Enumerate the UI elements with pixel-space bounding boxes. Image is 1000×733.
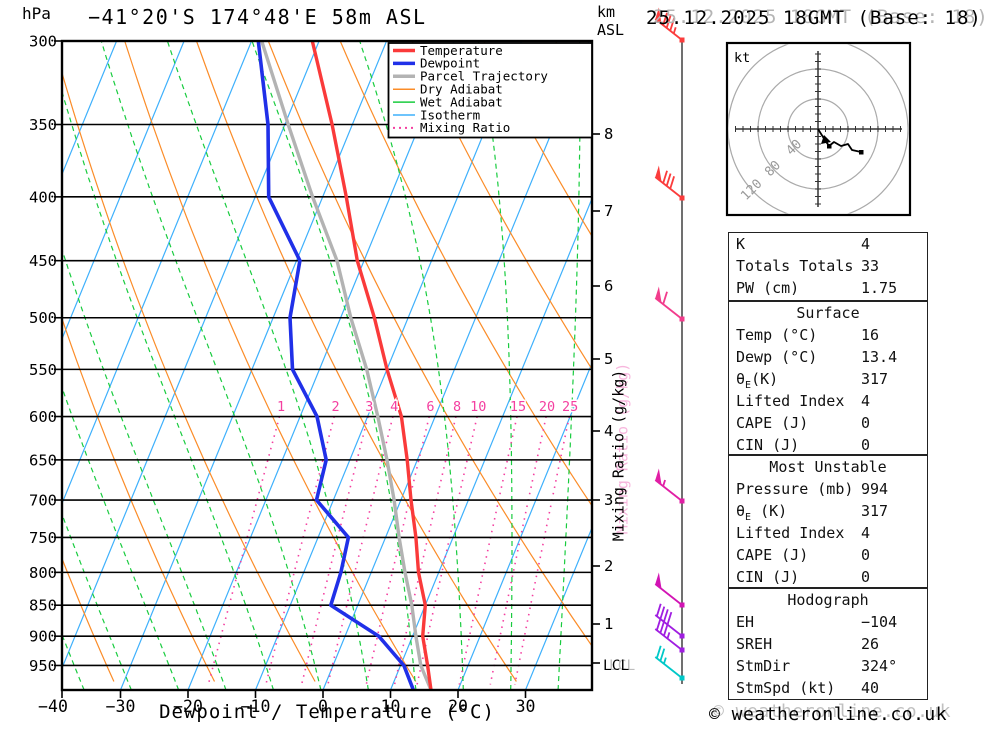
table-row: CAPE (J) 0 bbox=[736, 414, 871, 432]
svg-text:5: 5 bbox=[604, 350, 613, 368]
date-title-ghost: 25.12.2025 18GMT (Base: 18) bbox=[653, 6, 989, 28]
svg-text:8: 8 bbox=[604, 125, 613, 143]
svg-text:10: 10 bbox=[470, 399, 486, 415]
altitude-unit-asl-label: ASL bbox=[597, 21, 625, 39]
svg-text:7: 7 bbox=[604, 202, 613, 220]
svg-text:300: 300 bbox=[29, 33, 57, 51]
table-row: Temp (°C) 16 bbox=[736, 326, 880, 344]
svg-text:3: 3 bbox=[604, 491, 613, 509]
svg-text:950: 950 bbox=[29, 657, 57, 675]
axis-labels: 3003504004505005506006507007508008509009… bbox=[29, 33, 613, 717]
svg-text:650: 650 bbox=[29, 451, 57, 469]
sounding-curves bbox=[256, 41, 433, 690]
svg-text:20: 20 bbox=[539, 399, 555, 415]
svg-text:10: 10 bbox=[381, 697, 401, 716]
altitude-unit-km-label: km bbox=[597, 3, 616, 21]
svg-text:4: 4 bbox=[604, 422, 613, 440]
table-row: CIN (J) 0 bbox=[736, 568, 871, 586]
table-row: θE(K) 317 bbox=[736, 370, 889, 391]
svg-text:Parcel Trajectory: Parcel Trajectory bbox=[420, 69, 548, 84]
background-grid bbox=[62, 41, 592, 690]
mixing-ratio-axis-label: Mixing Ratio (g/kg) bbox=[609, 369, 628, 542]
svg-text:1: 1 bbox=[604, 615, 613, 633]
svg-text:800: 800 bbox=[29, 564, 57, 582]
lcl-marker: LCL bbox=[603, 658, 630, 674]
table-row: CIN (J) 0 bbox=[736, 436, 871, 454]
mixing-ratio-value-labels: 1 2 3 4 6 8 10 15 20 25 bbox=[275, 398, 579, 417]
pressure-gridlines bbox=[62, 123, 592, 667]
svg-text:600: 600 bbox=[29, 408, 57, 426]
stats-table-section: Most Unstable Pressure (mb) 994 θE (K) 317 Li… bbox=[728, 455, 928, 588]
svg-text:550: 550 bbox=[29, 361, 57, 379]
svg-text:−10: −10 bbox=[241, 697, 271, 716]
table-row: StmSpd (kt) 40 bbox=[736, 679, 880, 697]
table-section-title: Most Unstable bbox=[769, 458, 887, 476]
table-row: Dewp (°C) 13.4 bbox=[736, 348, 898, 366]
svg-text:350: 350 bbox=[29, 116, 57, 134]
svg-text:850: 850 bbox=[29, 597, 57, 615]
svg-text:Temperature: Temperature bbox=[420, 43, 503, 58]
table-row: Totals Totals 33 bbox=[736, 257, 880, 275]
table-row: SREH 26 bbox=[736, 635, 880, 653]
svg-text:400: 400 bbox=[29, 188, 57, 206]
table-row: PW (cm) 1.75 bbox=[736, 279, 898, 297]
svg-text:25: 25 bbox=[562, 399, 578, 415]
svg-text:−20: −20 bbox=[173, 697, 203, 716]
svg-text:−40: −40 bbox=[38, 697, 68, 716]
svg-text:Mixing Ratio: Mixing Ratio bbox=[420, 120, 510, 135]
table-row: Pressure (mb) 994 bbox=[736, 480, 889, 498]
svg-text:kt: kt bbox=[734, 50, 750, 66]
station-title: −41°20'S 174°48'E 58m ASL bbox=[88, 5, 427, 29]
svg-text:450: 450 bbox=[29, 252, 57, 270]
table-row: Lifted Index 4 bbox=[736, 392, 871, 410]
copyright: © weatheronline.co.uk bbox=[709, 704, 948, 725]
table-section-title: Hodograph bbox=[787, 591, 869, 609]
svg-text:Isotherm: Isotherm bbox=[420, 107, 480, 122]
svg-text:8: 8 bbox=[453, 399, 461, 415]
copyright-ghost: © weatheronline.co.uk bbox=[713, 701, 952, 722]
svg-text:3: 3 bbox=[365, 399, 373, 415]
svg-text:1: 1 bbox=[277, 399, 285, 415]
svg-text:30: 30 bbox=[516, 697, 536, 716]
svg-text:4: 4 bbox=[390, 399, 398, 415]
stats-table-section: Surface Temp (°C) 16 Dewp (°C) 13.4 θE(K) 317 L… bbox=[728, 301, 928, 455]
svg-text:20: 20 bbox=[448, 697, 468, 716]
svg-text:Wet Adiabat: Wet Adiabat bbox=[420, 94, 503, 109]
svg-text:−30: −30 bbox=[106, 697, 136, 716]
date-title: 25.12.2025 18GMT (Base: 18) bbox=[646, 7, 982, 29]
plot-border bbox=[60, 39, 594, 692]
lcl-marker-ghost: LCL bbox=[609, 658, 636, 674]
stats-table-section: Hodograph EH −104 SREH 26 StmDir 324° StmSpd (k… bbox=[728, 588, 928, 700]
pressure-unit-label: hPa bbox=[22, 4, 51, 23]
table-row: EH −104 bbox=[736, 613, 898, 631]
svg-text:750: 750 bbox=[29, 529, 57, 547]
svg-text:2: 2 bbox=[604, 557, 613, 575]
table-row: Lifted Index 4 bbox=[736, 524, 871, 542]
svg-text:500: 500 bbox=[29, 309, 57, 327]
svg-text:Dewpoint: Dewpoint bbox=[420, 56, 480, 71]
table-row: θE (K) 317 bbox=[736, 502, 889, 523]
table-row: CAPE (J) 0 bbox=[736, 546, 871, 564]
svg-text:900: 900 bbox=[29, 628, 57, 646]
wind-barb-column bbox=[654, 7, 685, 684]
svg-text:6: 6 bbox=[604, 277, 613, 295]
svg-text:Dry Adiabat: Dry Adiabat bbox=[420, 82, 503, 97]
x-axis-label: Dewpoint / Temperature (°C) bbox=[159, 701, 495, 723]
svg-text:0: 0 bbox=[318, 697, 328, 716]
svg-text:2: 2 bbox=[332, 399, 340, 415]
svg-text:6: 6 bbox=[426, 399, 434, 415]
stats-table-section: K 4 Totals Totals 33 PW (cm) 1.75 bbox=[728, 232, 928, 301]
table-section-title: Surface bbox=[796, 304, 860, 322]
svg-text:15: 15 bbox=[510, 399, 526, 415]
svg-text:700: 700 bbox=[29, 492, 57, 510]
table-row: StmDir 324° bbox=[736, 657, 898, 675]
